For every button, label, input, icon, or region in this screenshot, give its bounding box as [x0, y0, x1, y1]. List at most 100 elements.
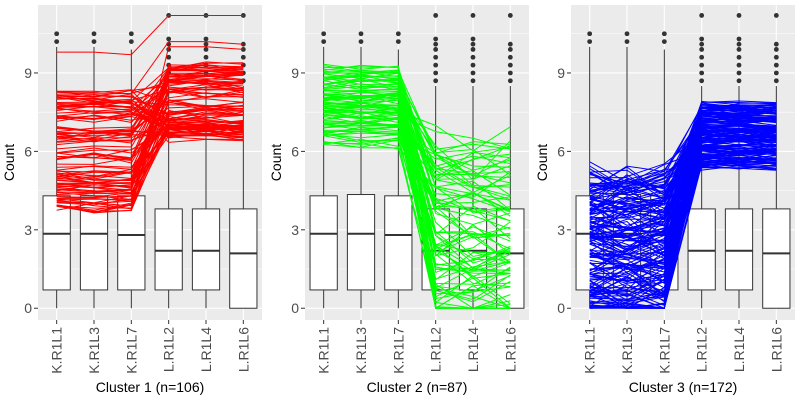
box-outlier-point: [699, 78, 705, 84]
profile-line: [589, 124, 777, 194]
box-outlier-point: [661, 39, 667, 44]
x-tick-label-L.R1L6: L.R1L6: [768, 327, 784, 372]
x-tick-label-K.R1L3: K.R1L3: [619, 327, 635, 374]
box-outlier-point: [470, 78, 476, 84]
profile-line: [56, 131, 244, 136]
profile-line: [323, 138, 511, 309]
profile-line: [589, 132, 777, 307]
box-K.R1L7: [384, 195, 413, 291]
box-outlier-point: [587, 39, 593, 44]
box-outlier-point: [699, 70, 705, 76]
box-outlier-point: [736, 70, 742, 76]
box-outlier-point: [699, 47, 705, 52]
profile-line: [56, 62, 244, 108]
box-L.R1L2: [154, 208, 183, 291]
profile-line: [323, 115, 511, 280]
profile-line: [589, 149, 777, 213]
profile-line: [323, 85, 511, 309]
y-tick-label: 3: [557, 222, 565, 238]
box-outlier-point: [507, 47, 513, 52]
box-outlier-point: [699, 13, 705, 18]
profile-line: [323, 116, 511, 301]
box-outlier-point: [395, 39, 401, 44]
profile-line: [589, 138, 777, 292]
profile-line: [56, 89, 244, 130]
profile-line: [589, 117, 777, 264]
profile-line: [323, 74, 511, 150]
profile-line: [589, 165, 777, 196]
box-outlier-point: [166, 54, 172, 60]
box-outlier-point: [433, 41, 439, 47]
profile-line: [56, 41, 244, 95]
profile-line: [56, 115, 244, 176]
profile-line: [323, 93, 511, 226]
box-outlier-point: [358, 31, 364, 37]
profile-line: [323, 79, 511, 288]
profile-line: [323, 137, 511, 240]
profile-line: [589, 141, 777, 296]
profile-line: [323, 68, 511, 168]
profile-line: [323, 130, 511, 279]
box-outlier-point: [240, 47, 246, 52]
x-tick-label-L.R1L4: L.R1L4: [731, 327, 747, 372]
profile-line: [323, 102, 511, 310]
profile-line: [323, 94, 511, 281]
box-outlier-point: [587, 31, 593, 37]
box-outlier-point: [736, 36, 742, 42]
x-tick-label-L.R1L2: L.R1L2: [428, 327, 444, 372]
box-L.R1L2: [687, 208, 716, 291]
box-outlier-point: [736, 13, 742, 18]
profile-line: [589, 145, 777, 309]
x-tick-label-K.R1L3: K.R1L3: [86, 327, 102, 374]
box-outlier-point: [91, 39, 97, 44]
profile-line: [56, 129, 244, 177]
y-tick-label: 0: [291, 300, 299, 316]
profile-line: [56, 130, 244, 178]
profile-line: [589, 113, 777, 284]
profile-line: [323, 123, 511, 197]
box-outlier-point: [773, 13, 779, 18]
y-tick-label: 0: [24, 300, 32, 316]
x-tick-label-K.R1L1: K.R1L1: [582, 327, 598, 374]
box-outlier-point: [507, 41, 513, 47]
profile-line: [323, 75, 511, 273]
box-outlier-point: [507, 70, 513, 76]
box-outlier-point: [624, 39, 630, 44]
y-axis-title: Count: [268, 144, 284, 181]
x-tick-label-K.R1L7: K.R1L7: [656, 327, 672, 374]
box-outlier-point: [433, 54, 439, 60]
box-outlier-point: [240, 54, 246, 60]
profile-line: [56, 101, 244, 180]
profile-lines: [56, 15, 244, 214]
profile-line: [56, 64, 244, 160]
box-outlier-point: [54, 31, 60, 37]
profile-line: [589, 131, 777, 250]
box-outlier-point: [507, 54, 513, 60]
box-outlier-point: [321, 31, 327, 37]
box-outlier-point: [507, 78, 513, 84]
box-outlier-point: [470, 47, 476, 52]
y-tick-label: 9: [291, 65, 299, 81]
profile-line: [323, 82, 511, 260]
box-outlier-point: [470, 62, 476, 68]
box-outlier-point: [736, 47, 742, 52]
profile-line: [56, 79, 244, 98]
profile-line: [56, 71, 244, 184]
box-L.R1L4: [191, 208, 221, 291]
profile-line: [56, 75, 244, 123]
box-L.R1L6: [762, 208, 791, 309]
box-outlier-point: [166, 36, 172, 42]
profile-line: [323, 129, 511, 180]
box-K.R1L3: [346, 194, 376, 291]
box-outlier-point: [358, 39, 364, 44]
box-K.R1L7: [117, 195, 146, 291]
box-outlier-point: [433, 62, 439, 68]
box-outlier-point: [773, 47, 779, 52]
profile-line: [323, 109, 511, 180]
box-outlier-point: [128, 39, 134, 44]
profile-line: [323, 122, 511, 300]
box-outlier-point: [470, 36, 476, 42]
box-outlier-point: [240, 13, 246, 18]
box-L.R1L6: [229, 208, 258, 309]
